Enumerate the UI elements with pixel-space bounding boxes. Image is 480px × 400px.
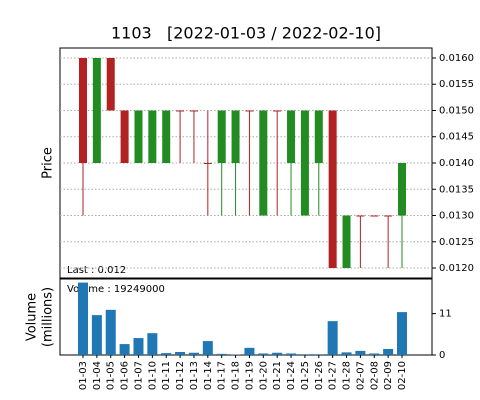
candle-body: [328, 110, 337, 269]
y-tick-label: 0.0155: [439, 79, 474, 90]
candle-body: [148, 110, 157, 163]
volume-bar: [397, 312, 407, 355]
candle-body: [342, 215, 351, 269]
candle-body: [162, 110, 171, 163]
x-tick-label: 01-25: [300, 361, 311, 390]
x-tick-label: 01-11: [161, 361, 172, 390]
volume-bar: [147, 333, 158, 355]
x-tick-label: 02-07: [355, 361, 366, 390]
volume-bar: [341, 352, 352, 355]
volume-bar: [383, 348, 394, 355]
x-tick-label: 02-08: [369, 361, 380, 390]
candle-body: [300, 110, 309, 216]
volume-bar: [286, 353, 297, 355]
volume-bar: [216, 353, 227, 355]
volume-bar: [355, 350, 366, 355]
x-tick-label: 01-04: [92, 361, 103, 390]
last-label: Last : 0.012: [67, 265, 126, 276]
y-tick-label: 0.0120: [439, 263, 474, 274]
x-tick-label: 01-14: [203, 361, 214, 390]
candle-body: [92, 57, 101, 163]
x-tick-label: 01-12: [175, 361, 186, 390]
volume-bar: [202, 341, 213, 355]
x-tick-label: 01-03: [78, 361, 89, 390]
volume-bar: [272, 352, 283, 355]
candle-body: [384, 215, 393, 217]
volume-bar: [258, 353, 269, 355]
volume-bar: [299, 354, 310, 355]
y-tick-label: 0.0160: [439, 53, 474, 64]
volume-axis-label: (millions): [41, 287, 56, 347]
x-tick-label: 01-26: [314, 361, 325, 390]
candle-body: [231, 110, 240, 163]
volume-bar: [91, 315, 102, 355]
candle-body: [79, 57, 87, 163]
x-tick-label: 01-07: [133, 361, 144, 390]
chart-title: 1103 [2022-01-03 / 2022-02-10]: [111, 24, 381, 43]
x-tick-label: 02-10: [397, 361, 408, 390]
candle-body: [370, 215, 379, 217]
volume-bar: [188, 352, 199, 355]
x-tick-label: 01-05: [106, 361, 117, 390]
x-tick-label: 01-19: [244, 361, 255, 390]
volume-tick-label: 11: [439, 309, 452, 320]
volume-label: Volume : 19249000: [67, 284, 165, 295]
volume-bar: [369, 353, 380, 355]
candle-body: [273, 110, 282, 112]
x-tick-label: 01-21: [272, 361, 283, 390]
x-tick-label: 01-28: [342, 361, 353, 390]
x-tick-label: 01-17: [217, 361, 228, 390]
candle-body: [106, 57, 115, 111]
x-tick-label: 01-24: [286, 361, 297, 390]
candle-body: [259, 110, 268, 216]
candle-body: [245, 110, 254, 112]
volume-bar: [313, 354, 324, 355]
x-tick-label: 02-09: [383, 361, 394, 390]
x-tick-label: 01-20: [258, 361, 269, 390]
candle-body: [120, 110, 129, 163]
x-tick-label: 01-18: [231, 361, 242, 390]
x-tick-label: 01-27: [328, 361, 339, 390]
volume-bar: [327, 321, 338, 355]
candle-body: [287, 110, 296, 163]
volume-bar: [105, 309, 116, 355]
y-axis-label: Price: [41, 147, 56, 179]
volume-bar: [133, 338, 144, 355]
volume-bar: [161, 353, 172, 355]
volume-bar: [119, 344, 130, 355]
candle-body: [217, 110, 226, 163]
x-tick-label: 01-13: [189, 361, 200, 390]
y-tick-label: 0.0150: [439, 105, 474, 116]
volume-tick-label: 0: [439, 350, 445, 361]
x-tick-label: 01-06: [120, 361, 131, 390]
y-tick-label: 0.0135: [439, 184, 474, 195]
candle-body: [189, 110, 198, 112]
y-tick-label: 0.0140: [439, 158, 474, 169]
volume-bar: [175, 351, 186, 355]
y-tick-label: 0.0145: [439, 132, 474, 143]
y-tick-label: 0.0130: [439, 211, 474, 222]
volume-axis-label: Volume: [25, 293, 40, 341]
candle-body: [176, 110, 185, 112]
volume-bar: [78, 282, 88, 355]
candle-body: [356, 215, 365, 217]
candle-body: [314, 110, 323, 163]
y-tick-label: 0.0125: [439, 237, 474, 248]
x-tick-label: 01-10: [147, 361, 158, 390]
volume-bar: [244, 347, 255, 355]
candle-body: [203, 163, 212, 164]
candle-body: [398, 163, 406, 216]
candle-body: [134, 110, 143, 163]
